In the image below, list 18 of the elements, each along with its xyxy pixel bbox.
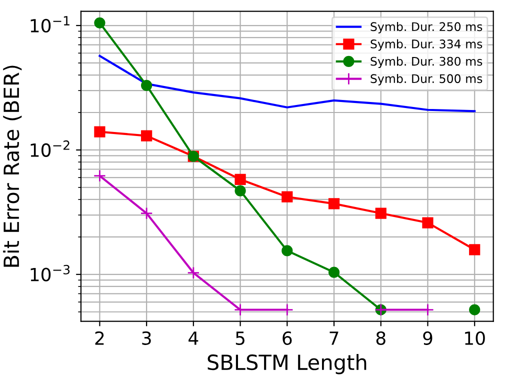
legend-label: Symb. Dur. 250 ms: [370, 22, 482, 34]
x-tick-label: 4: [188, 332, 198, 345]
x-tick-label: 9: [423, 331, 432, 345]
legend-label: Symb. Dur. 380 ms: [370, 56, 482, 68]
x-tick-label: 5: [236, 332, 244, 345]
x-tick-label: 6: [282, 331, 292, 345]
x-tick-label: 7: [330, 332, 338, 345]
x-tick-label: 2: [95, 331, 104, 345]
x-tick-label: 3: [142, 331, 151, 345]
x-axis-title: SBLSTM Length: [208, 354, 366, 374]
y-tick-label: 10$^{−1}$: [30, 16, 70, 33]
y-tick-label: 10$^{−2}$: [30, 140, 70, 157]
legend-label: Symb. Dur. 334 ms: [370, 39, 482, 51]
x-tick-label: 8: [376, 331, 386, 345]
x-tick-label: 10: [465, 331, 485, 345]
y-axis-title: Bit Error Rate (BER): [3, 66, 22, 267]
y-tick-label: 10$^{−3}$: [30, 264, 70, 282]
legend-label: Symb. Dur. 500 ms: [370, 74, 482, 86]
